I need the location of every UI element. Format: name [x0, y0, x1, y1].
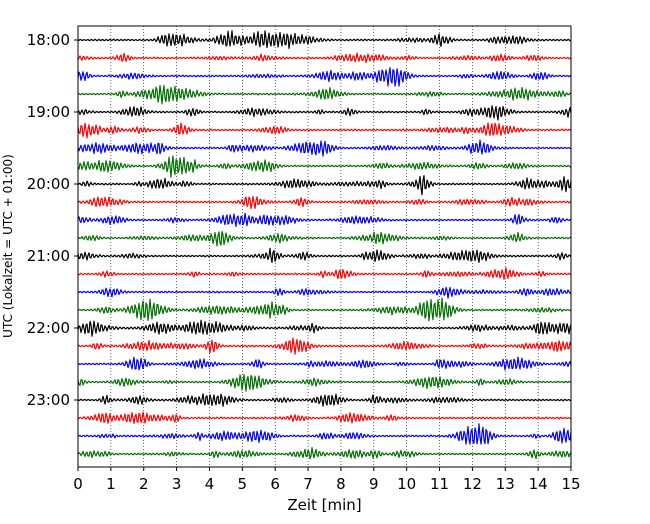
x-tick-label: 15 [561, 475, 580, 493]
y-tick-label: 18:00 [27, 31, 70, 49]
x-tick-label: 8 [336, 475, 346, 493]
trace-lines [77, 30, 572, 460]
trace-line [77, 393, 572, 407]
x-tick-label: 7 [303, 475, 313, 493]
trace-line [77, 105, 572, 121]
x-tick-label: 5 [238, 475, 248, 493]
trace-line [77, 52, 572, 64]
trace-line [77, 411, 572, 425]
x-tick-label: 9 [369, 475, 379, 493]
trace-line [77, 155, 572, 178]
x-tick-label: 6 [270, 475, 280, 493]
trace-line [77, 374, 572, 392]
trace-line [77, 122, 572, 139]
trace-line [77, 212, 572, 228]
x-tick-label: 10 [397, 475, 416, 493]
trace-line [77, 67, 572, 87]
y-tick-label: 21:00 [27, 247, 70, 265]
x-tick-label: 14 [529, 475, 548, 493]
x-axis-ticks: 0 1 2 3 4 5 6 7 8 9 10 11 12 13 14 15 [73, 467, 581, 493]
x-tick-label: 4 [205, 475, 215, 493]
trace-line [77, 297, 572, 322]
x-tick-label: 0 [73, 475, 83, 493]
trace-line [78, 286, 572, 299]
trace-line [77, 356, 572, 371]
trace-line [77, 319, 572, 337]
x-tick-label: 13 [496, 475, 515, 493]
trace-line [77, 337, 572, 355]
y-tick-label: 22:00 [27, 319, 70, 337]
trace-line [77, 267, 572, 280]
y-tick-label: 19:00 [27, 103, 70, 121]
plot-frame [77, 25, 572, 468]
x-tick-label: 12 [463, 475, 482, 493]
y-tick-label: 23:00 [27, 391, 70, 409]
trace-line [77, 247, 572, 263]
trace-line [77, 447, 572, 460]
trace-line [77, 175, 572, 196]
y-tick-label: 20:00 [27, 175, 70, 193]
y-axis-ticks: 18:00 19:00 20:00 21:00 22:00 23:00 [27, 31, 78, 409]
trace-line [77, 30, 572, 50]
x-tick-label: 2 [139, 475, 149, 493]
x-tick-label: 1 [106, 475, 116, 493]
x-tick-label: 3 [172, 475, 182, 493]
x-axis-label: Zeit [min] [287, 496, 361, 514]
trace-line [77, 423, 572, 445]
x-tick-label: 11 [430, 475, 449, 493]
trace-line [77, 84, 572, 105]
trace-line [77, 139, 572, 157]
trace-line [77, 230, 572, 247]
trace-line [77, 195, 572, 210]
y-axis-label: UTC (Lokalzeit = UTC + 01:00) [1, 154, 15, 338]
